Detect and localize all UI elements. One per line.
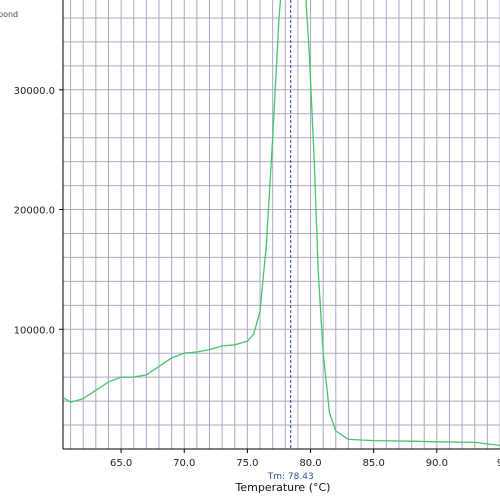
x-axis-title: Temperature (°C) bbox=[235, 481, 331, 494]
tick-labels: 65.0 70.0 75.0 80.0 85.0 90.0 9 10000.0 20000.0 3… bbox=[14, 86, 500, 469]
x-tick-label: 70.0 bbox=[173, 458, 195, 469]
y-axis-partial-label: pond bbox=[0, 10, 18, 19]
axes bbox=[59, 0, 500, 453]
grid bbox=[63, 0, 500, 449]
x-tick-label: 80.0 bbox=[299, 458, 321, 469]
x-tick-label: 75.0 bbox=[236, 458, 258, 469]
x-tick-label: 65.0 bbox=[110, 458, 132, 469]
y-tick-label: 20000.0 bbox=[14, 206, 55, 217]
x-tick-label: 85.0 bbox=[363, 458, 385, 469]
y-tick-label: 10000.0 bbox=[14, 325, 55, 336]
melt-curve-line bbox=[63, 0, 500, 447]
x-tick-label: 90.0 bbox=[426, 458, 448, 469]
y-tick-label: 30000.0 bbox=[14, 86, 55, 97]
series-layer bbox=[63, 0, 500, 447]
tm-marker-label: Tm: 78.43 bbox=[267, 472, 314, 482]
x-tick-label-partial: 9 bbox=[497, 458, 500, 469]
marker-layer: Tm: 78.43 bbox=[267, 0, 314, 482]
